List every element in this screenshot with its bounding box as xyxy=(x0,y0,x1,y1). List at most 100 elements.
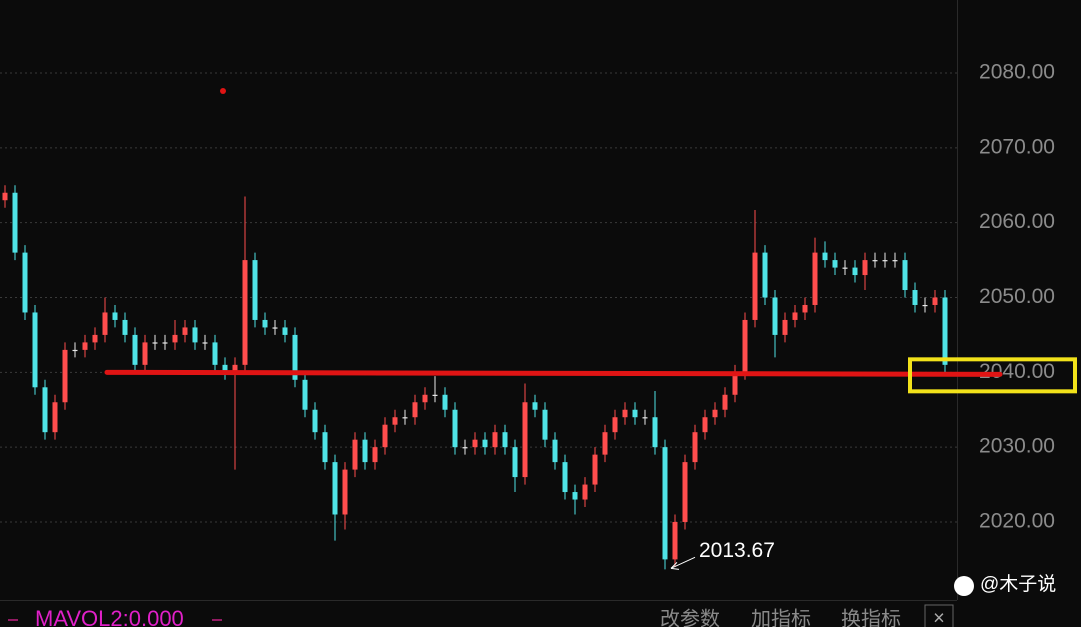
candle-body xyxy=(782,319,788,335)
toolbar-button[interactable]: 换指标 xyxy=(841,607,901,627)
marker-dot xyxy=(220,87,226,94)
candle-body xyxy=(382,424,388,448)
candle-body xyxy=(12,192,18,253)
candle-body xyxy=(632,409,638,418)
candle-body xyxy=(762,252,768,298)
reference-line xyxy=(104,369,1003,377)
toolbar-button[interactable]: 改参数 xyxy=(660,607,720,627)
candle-body xyxy=(262,319,268,328)
candle-body xyxy=(272,327,278,329)
candle-body xyxy=(512,447,518,478)
candle-body xyxy=(252,260,258,320)
candle-body xyxy=(802,304,808,313)
candle-body xyxy=(322,432,328,463)
candle-body xyxy=(892,260,898,262)
candle-body xyxy=(302,379,308,410)
candle-body xyxy=(142,342,148,365)
annotation-arrow xyxy=(670,556,696,569)
y-tick-label: 2020.00 xyxy=(979,510,1055,533)
candle-body xyxy=(822,252,828,261)
close-button[interactable]: × xyxy=(933,607,945,627)
candle-body xyxy=(122,319,128,335)
candle-body xyxy=(362,439,368,463)
y-tick-label: 2080.00 xyxy=(979,61,1055,84)
plot-area: 2020.00 2030.00 2040.00 2050.00 2060.00 2070.… xyxy=(0,61,1077,570)
candle-body xyxy=(502,432,508,448)
candle-body xyxy=(712,409,718,418)
highlight-box xyxy=(908,357,1077,394)
candle-body xyxy=(732,372,738,395)
candle-body xyxy=(202,342,208,344)
y-tick-label: 2070.00 xyxy=(979,135,1055,158)
candle-body xyxy=(932,297,938,305)
candle-body xyxy=(312,409,318,433)
y-tick-label: 2040.00 xyxy=(979,360,1055,383)
annotation-arrowhead xyxy=(670,561,680,570)
candle-body xyxy=(552,439,558,463)
candle-body xyxy=(482,439,488,448)
candle-body xyxy=(52,402,58,433)
candle-body xyxy=(412,402,418,418)
candle-body xyxy=(532,402,538,410)
candle-body xyxy=(602,432,608,455)
candle-body xyxy=(942,297,948,365)
candle-body xyxy=(282,327,288,335)
candle-body xyxy=(562,462,568,493)
candle-body xyxy=(842,267,848,269)
candle-body xyxy=(82,342,88,350)
candle-body xyxy=(112,312,118,320)
candle-body xyxy=(652,417,658,448)
candle-body xyxy=(392,417,398,425)
candle-body xyxy=(592,454,598,485)
candle-body xyxy=(372,447,378,463)
candle-body xyxy=(902,260,908,291)
candle-body xyxy=(882,260,888,262)
candle-body xyxy=(922,304,928,307)
y-tick-label: 2060.00 xyxy=(979,210,1055,233)
candle-body xyxy=(582,484,588,500)
candle-body xyxy=(102,312,108,335)
candle-body xyxy=(292,334,298,380)
watermark-icon xyxy=(954,576,974,596)
candle-body xyxy=(572,492,578,500)
candle-body xyxy=(2,192,8,201)
candle-body xyxy=(642,417,648,419)
close-button-frame[interactable] xyxy=(924,604,954,627)
candle-body xyxy=(432,394,438,396)
candle-body xyxy=(792,312,798,320)
candle-body xyxy=(872,260,878,262)
candle-body xyxy=(452,409,458,448)
candle-body xyxy=(742,319,748,373)
candle-body xyxy=(832,260,838,268)
candle-body xyxy=(612,417,618,433)
candle-body xyxy=(522,402,528,478)
candle-body xyxy=(402,417,408,419)
candle-body xyxy=(472,439,478,448)
candle-body xyxy=(352,439,358,470)
candle-body xyxy=(772,297,778,335)
candle-body xyxy=(682,462,688,522)
candle-body xyxy=(692,432,698,463)
candle-body xyxy=(672,521,678,560)
candle-body xyxy=(72,349,78,352)
indicator-label: MAVOL2:0.000 xyxy=(35,606,184,627)
candle-body xyxy=(192,327,198,343)
candle-body xyxy=(232,364,238,373)
candle-body xyxy=(182,327,188,335)
candle-body xyxy=(242,260,248,365)
candle-body xyxy=(162,342,168,344)
candle-body xyxy=(32,312,38,388)
candle-body xyxy=(862,260,868,276)
candle-body xyxy=(912,290,918,305)
watermark: @木子说 xyxy=(980,573,1056,595)
candle-body xyxy=(622,409,628,418)
candle-body xyxy=(442,394,448,410)
y-tick-label: 2050.00 xyxy=(979,285,1055,308)
y-tick-label: 2030.00 xyxy=(979,435,1055,458)
candle-body xyxy=(172,334,178,343)
candle-body xyxy=(662,447,668,560)
candle-body xyxy=(752,252,758,320)
toolbar-button[interactable]: 加指标 xyxy=(751,607,811,627)
